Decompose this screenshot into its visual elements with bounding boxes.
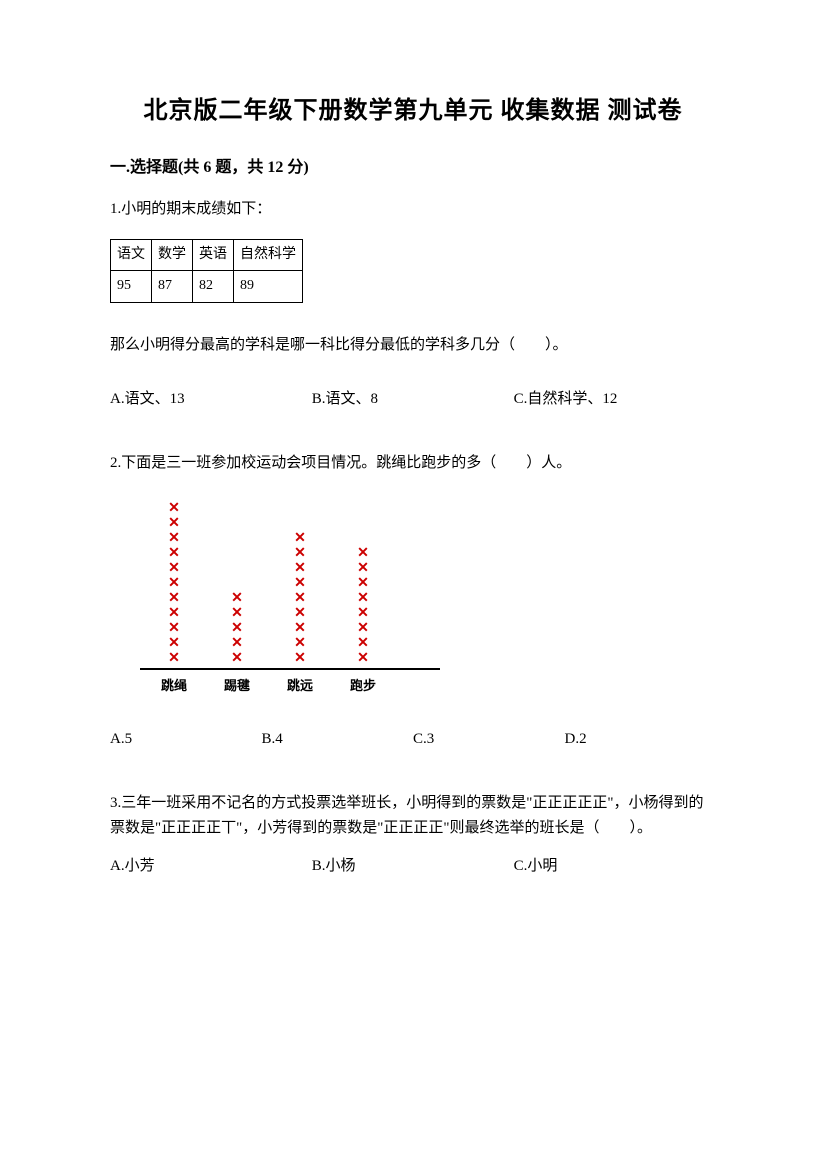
chart-mark-icon: ✕ — [231, 621, 243, 636]
table-row: 95 87 82 89 — [111, 271, 303, 302]
q2-option-d: D.2 — [565, 727, 717, 751]
question-2: 2.下面是三一班参加校运动会项目情况。跳绳比跑步的多（ ）人。 ✕✕✕✕✕✕✕✕… — [110, 451, 716, 751]
chart-label: 跑步 — [349, 676, 377, 697]
chart-mark-icon: ✕ — [357, 591, 369, 606]
chart-column: ✕✕✕✕✕ — [223, 591, 251, 666]
chart-mark-icon: ✕ — [168, 591, 180, 606]
chart-mark-icon: ✕ — [168, 636, 180, 651]
chart-mark-icon: ✕ — [168, 576, 180, 591]
q1-score-table: 语文 数学 英语 自然科学 95 87 82 89 — [110, 239, 303, 303]
q3-option-b: B.小杨 — [312, 854, 514, 878]
q2-option-b: B.4 — [262, 727, 414, 751]
chart-mark-icon: ✕ — [294, 621, 306, 636]
chart-mark-icon: ✕ — [168, 606, 180, 621]
q3-option-a: A.小芳 — [110, 854, 312, 878]
q1-intro: 1.小明的期末成绩如下： — [110, 197, 716, 221]
chart-label: 踢毽 — [223, 676, 251, 697]
chart-mark-icon: ✕ — [294, 651, 306, 666]
page-title: 北京版二年级下册数学第九单元 收集数据 测试卷 — [110, 90, 716, 125]
chart-mark-icon: ✕ — [294, 561, 306, 576]
table-value-cell: 89 — [234, 271, 303, 302]
q3-options: A.小芳 B.小杨 C.小明 — [110, 854, 716, 878]
chart-mark-icon: ✕ — [294, 591, 306, 606]
q1-options: A.语文、13 B.语文、8 C.自然科学、12 — [110, 387, 716, 411]
chart-mark-icon: ✕ — [168, 546, 180, 561]
chart-mark-icon: ✕ — [231, 651, 243, 666]
q3-text: 3.三年一班采用不记名的方式投票选举班长，小明得到的票数是"正正正正正"，小杨得… — [110, 791, 716, 842]
table-value-cell: 95 — [111, 271, 152, 302]
chart-mark-icon: ✕ — [231, 636, 243, 651]
chart-mark-icon: ✕ — [357, 546, 369, 561]
chart-mark-icon: ✕ — [168, 501, 180, 516]
q2-option-c: C.3 — [413, 727, 565, 751]
chart-column: ✕✕✕✕✕✕✕✕✕✕✕ — [160, 501, 188, 666]
q2-options: A.5 B.4 C.3 D.2 — [110, 727, 716, 751]
q1-option-c: C.自然科学、12 — [514, 387, 716, 411]
table-row: 语文 数学 英语 自然科学 — [111, 240, 303, 271]
chart-label: 跳绳 — [160, 676, 188, 697]
table-value-cell: 82 — [193, 271, 234, 302]
chart-mark-icon: ✕ — [294, 531, 306, 546]
q1-prompt: 那么小明得分最高的学科是哪一科比得分最低的学科多几分（ ）。 — [110, 333, 716, 357]
table-header-cell: 语文 — [111, 240, 152, 271]
chart-mark-icon: ✕ — [357, 651, 369, 666]
chart-mark-icon: ✕ — [168, 531, 180, 546]
table-header-cell: 英语 — [193, 240, 234, 271]
chart-labels: 跳绳 踢毽 跳远 跑步 — [140, 676, 440, 697]
chart-mark-icon: ✕ — [168, 621, 180, 636]
chart-mark-icon: ✕ — [168, 561, 180, 576]
chart-mark-icon: ✕ — [294, 576, 306, 591]
chart-mark-icon: ✕ — [168, 651, 180, 666]
section-heading: 一.选择题(共 6 题，共 12 分) — [110, 153, 716, 177]
chart-mark-icon: ✕ — [357, 606, 369, 621]
q1-option-b: B.语文、8 — [312, 387, 514, 411]
q3-option-c: C.小明 — [514, 854, 716, 878]
q2-option-a: A.5 — [110, 727, 262, 751]
chart-label: 跳远 — [286, 676, 314, 697]
question-3: 3.三年一班采用不记名的方式投票选举班长，小明得到的票数是"正正正正正"，小杨得… — [110, 791, 716, 878]
chart-mark-icon: ✕ — [231, 606, 243, 621]
chart-mark-icon: ✕ — [294, 606, 306, 621]
chart-area: ✕✕✕✕✕✕✕✕✕✕✕✕✕✕✕✕✕✕✕✕✕✕✕✕✕✕✕✕✕✕✕✕✕ — [140, 495, 440, 670]
chart-mark-icon: ✕ — [294, 546, 306, 561]
table-header-cell: 数学 — [152, 240, 193, 271]
chart-column: ✕✕✕✕✕✕✕✕✕ — [286, 531, 314, 666]
chart-mark-icon: ✕ — [357, 636, 369, 651]
table-value-cell: 87 — [152, 271, 193, 302]
chart-mark-icon: ✕ — [294, 636, 306, 651]
chart-column: ✕✕✕✕✕✕✕✕ — [349, 546, 377, 666]
chart-mark-icon: ✕ — [357, 561, 369, 576]
chart-mark-icon: ✕ — [357, 576, 369, 591]
q2-pictograph: ✕✕✕✕✕✕✕✕✕✕✕✕✕✕✕✕✕✕✕✕✕✕✕✕✕✕✕✕✕✕✕✕✕ 跳绳 踢毽 … — [140, 495, 716, 697]
chart-mark-icon: ✕ — [357, 621, 369, 636]
q2-intro: 2.下面是三一班参加校运动会项目情况。跳绳比跑步的多（ ）人。 — [110, 451, 716, 475]
q1-option-a: A.语文、13 — [110, 387, 312, 411]
question-1: 1.小明的期末成绩如下： 语文 数学 英语 自然科学 95 87 82 89 那… — [110, 197, 716, 411]
table-header-cell: 自然科学 — [234, 240, 303, 271]
chart-mark-icon: ✕ — [231, 591, 243, 606]
chart-mark-icon: ✕ — [168, 516, 180, 531]
